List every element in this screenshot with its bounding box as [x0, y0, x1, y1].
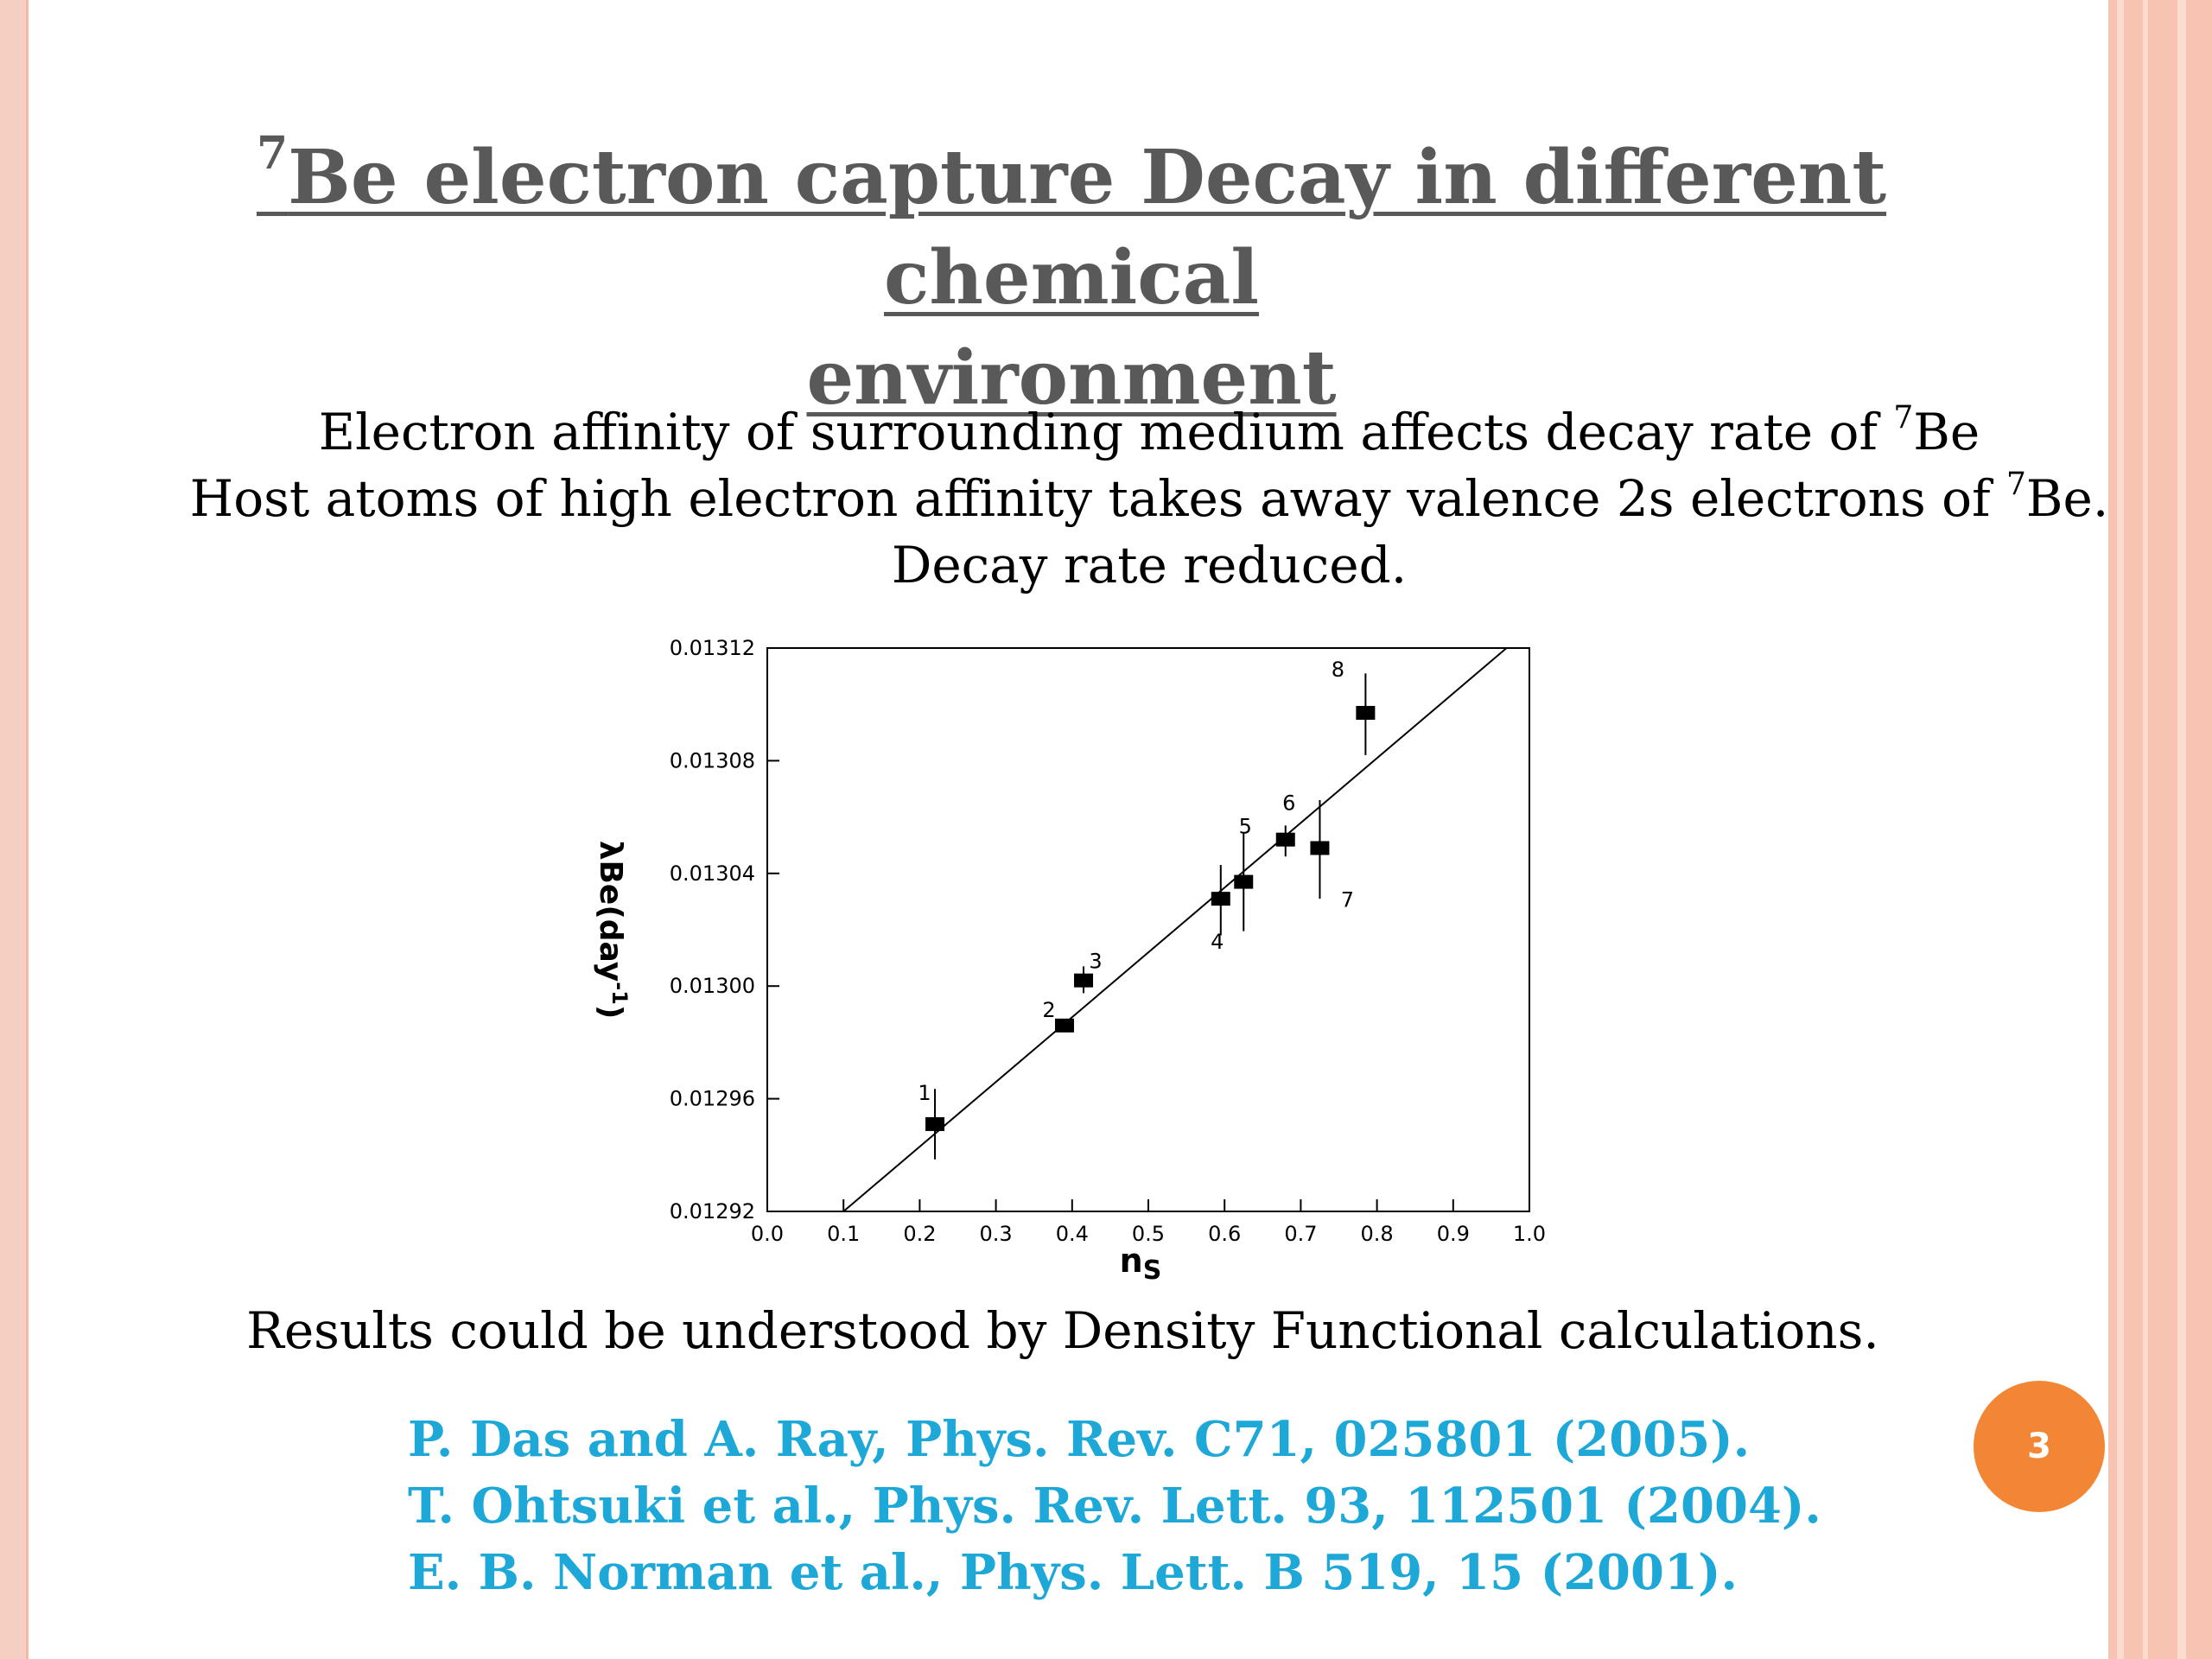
x-tick-label: 0.9 [1437, 1222, 1470, 1246]
right-border [2108, 0, 2212, 1659]
point-label: 8 [1332, 658, 1344, 682]
point-label: 3 [1089, 950, 1102, 974]
x-axis-ticks: 0.0 0.1 0.2 0.3 0.4 0.5 0.6 0.7 0.8 0.9 1.0 [751, 1199, 1546, 1246]
point-label: 5 [1239, 815, 1252, 839]
title-superscript: 7 [256, 127, 289, 180]
data-point [1074, 973, 1094, 988]
y-tick-label: 0.01304 [670, 861, 755, 886]
x-tick-label: 0.0 [751, 1222, 784, 1246]
point-label: 4 [1211, 930, 1224, 954]
plot-frame [766, 647, 1530, 1212]
point-label: 6 [1282, 791, 1295, 816]
references: P. Das and A. Ray, Phys. Rev. C71, 02580… [408, 1407, 1963, 1606]
data-point [1275, 832, 1295, 847]
reference-3: E. B. Norman et al., Phys. Lett. B 519, … [408, 1544, 1738, 1601]
y-tick-label: 0.01308 [670, 748, 755, 772]
point-label: 1 [918, 1081, 931, 1105]
x-tick-label: 0.8 [1361, 1222, 1394, 1246]
y-axis-label: λBe(day-1) [593, 841, 632, 1020]
data-point [1234, 874, 1254, 889]
slide-title: 7Be electron capture Decay in different … [173, 128, 1970, 429]
data-point [1211, 892, 1230, 906]
x-tick-label: 0.3 [980, 1222, 1013, 1246]
body-line-1: Electron affinity of surrounding medium … [318, 400, 1980, 461]
x-tick-label: 0.4 [1056, 1222, 1089, 1246]
title-line-1: Be electron capture Decay in different c… [288, 134, 1887, 321]
x-tick-label: 1.0 [1513, 1222, 1546, 1246]
left-border-line [26, 0, 29, 1659]
data-point [1310, 841, 1330, 855]
page-number-badge: 3 [1974, 1381, 2105, 1512]
body-line-2: Host atoms of high electron affinity tak… [189, 467, 2109, 528]
x-axis-label: nS [1120, 1242, 1162, 1286]
y-tick-label: 0.01312 [670, 636, 755, 660]
decay-rate-chart: 0.012920.012960.013000.013040.013080.013… [593, 636, 1546, 1286]
reference-1: P. Das and A. Ray, Phys. Rev. C71, 02580… [408, 1411, 1751, 1468]
x-tick-label: 0.6 [1208, 1222, 1241, 1246]
fit-line [842, 647, 1508, 1212]
point-label: 7 [1341, 887, 1354, 912]
y-tick-label: 0.01296 [670, 1087, 755, 1111]
y-tick-label: 0.01292 [670, 1199, 755, 1224]
body-text: Electron affinity of surrounding medium … [156, 399, 2143, 599]
data-point [925, 1116, 945, 1131]
y-tick-label: 0.01300 [670, 974, 755, 998]
x-tick-label: 0.1 [827, 1222, 860, 1246]
x-tick-label: 0.5 [1132, 1222, 1165, 1246]
left-border [0, 0, 26, 1659]
x-tick-label: 0.2 [903, 1222, 936, 1246]
data-point [1356, 705, 1376, 720]
point-label: 2 [1042, 998, 1055, 1022]
data-points: 1 2 3 4 5 6 7 8 [918, 658, 1376, 1160]
body-line-3: Decay rate reduced. [891, 536, 1408, 594]
x-tick-label: 0.7 [1284, 1222, 1317, 1246]
title-line-2: environment [806, 334, 1337, 422]
result-text: Results could be understood by Density F… [246, 1301, 1879, 1360]
data-point [1054, 1018, 1074, 1033]
reference-2: T. Ohtsuki et al., Phys. Rev. Lett. 93, … [408, 1478, 1821, 1535]
y-axis-ticks: 0.01292 0.01296 0.01300 0.01304 0.01308 0.013… [670, 636, 779, 1224]
